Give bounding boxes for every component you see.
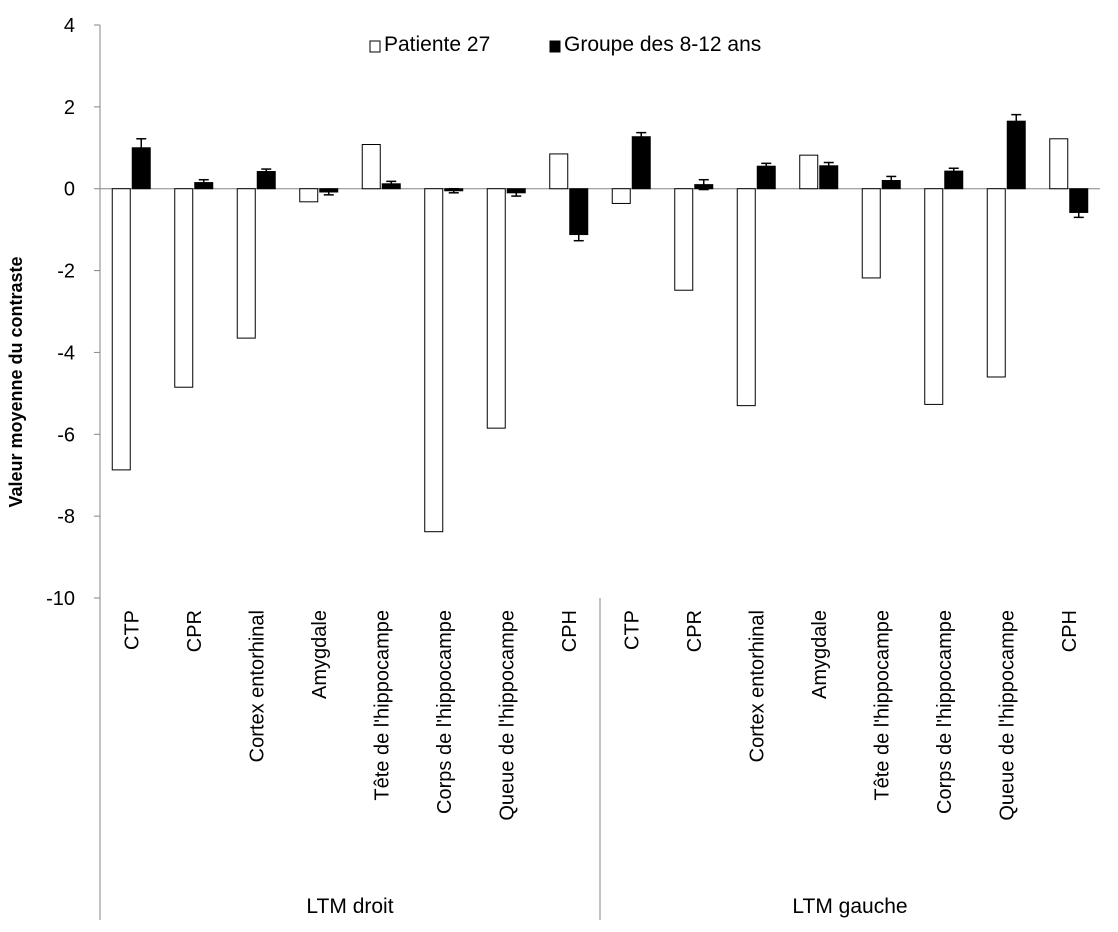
x-category-label: Cortex entorhinal	[246, 610, 268, 762]
bar-patiente-27	[1049, 138, 1069, 190]
x-category-label: CTP	[621, 610, 643, 650]
y-tick-label: 2	[64, 97, 75, 119]
bar-patiente-27	[799, 154, 819, 190]
errorbars-layer	[136, 113, 1084, 242]
x-category-label: Amygdale	[309, 610, 331, 699]
bar-groupe-8-12	[1006, 120, 1026, 190]
x-category-label: Corps de l'hippocampe	[434, 610, 456, 814]
bar-patiente-27	[299, 188, 319, 203]
x-category-label: Queue de l'hippocampe	[996, 610, 1018, 821]
legend: Patiente 27 Groupe des 8-12 ans	[369, 33, 761, 56]
y-tick-label: 4	[64, 15, 75, 37]
y-axis-label: Valeur moyenne du contraste	[6, 256, 26, 507]
bar-patiente-27	[486, 188, 506, 429]
x-category-label: Cortex entorhinal	[746, 610, 768, 762]
x-category-label: Tête de l'hippocampe	[371, 610, 393, 801]
legend-label: Patiente 27	[384, 33, 490, 56]
bar-patiente-27	[986, 188, 1006, 378]
labels-layer: 4 2 0 -2 -4 -6 -8 -10 LTM droit LTM gauche CTP CPR C…	[46, 15, 1081, 918]
x-category-label: CPR	[184, 610, 206, 652]
y-tick-label: 0	[64, 179, 75, 201]
bar-patiente-27	[861, 188, 881, 279]
x-category-label: CTP	[121, 610, 143, 650]
y-tick-label: -8	[57, 506, 75, 528]
legend-label: Groupe des 8-12 ans	[564, 33, 761, 56]
bar-groupe-8-12	[631, 136, 651, 190]
bar-patiente-27	[674, 188, 694, 291]
bars-layer	[111, 120, 1089, 533]
bar-patiente-27	[736, 188, 756, 407]
bar-patiente-27	[924, 188, 944, 405]
x-category-label: Tête de l'hippocampe	[871, 610, 893, 801]
x-category-label: CPH	[1059, 610, 1081, 652]
bar-patiente-27	[361, 144, 381, 190]
y-tick-label: -2	[57, 261, 75, 283]
x-category-label: Amygdale	[809, 610, 831, 699]
legend-swatch	[369, 40, 381, 53]
bar-patiente-27	[236, 188, 256, 339]
legend-swatch	[549, 40, 561, 53]
group-label: LTM droit	[306, 895, 393, 918]
x-category-label: CPR	[684, 610, 706, 652]
bar-patiente-27	[424, 188, 444, 533]
bar-patiente-27	[111, 188, 131, 471]
y-tick-label: -10	[46, 588, 75, 610]
x-category-label: Queue de l'hippocampe	[496, 610, 518, 821]
bar-patiente-27	[549, 153, 569, 190]
y-tick-label: -6	[57, 424, 75, 446]
y-tick-label: -4	[57, 342, 75, 364]
group-label: LTM gauche	[792, 895, 907, 918]
bar-patiente-27	[611, 188, 631, 204]
x-category-label: Corps de l'hippocampe	[934, 610, 956, 814]
x-category-label: CPH	[559, 610, 581, 652]
bar-patiente-27	[174, 188, 194, 388]
